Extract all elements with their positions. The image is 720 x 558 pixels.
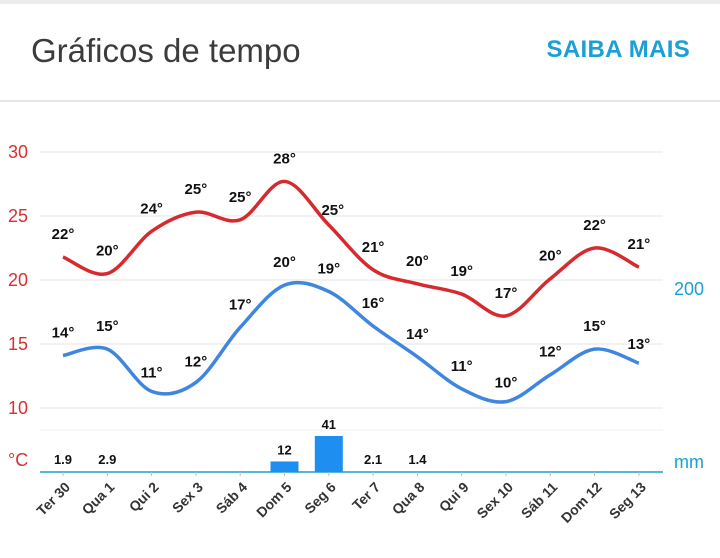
- max-temp-label: 21°: [362, 239, 385, 256]
- min-temp-label: 15°: [583, 318, 606, 335]
- y-tick-label: 10: [8, 398, 28, 418]
- y-tick-label: 20: [8, 270, 28, 290]
- x-tick-label: Sáb 11: [518, 479, 561, 522]
- max-temp-label: 28°: [273, 150, 296, 167]
- x-tick-label: Sex 10: [473, 479, 516, 522]
- max-temp-label: 20°: [539, 248, 562, 265]
- max-temp-label: 20°: [96, 243, 119, 260]
- y-tick-label: 15: [8, 334, 28, 354]
- x-tick-label: Seg 6: [301, 479, 339, 517]
- min-temp-label: 14°: [52, 325, 75, 342]
- max-temp-label: 21°: [628, 236, 651, 253]
- precip-label: 2.1: [364, 452, 382, 467]
- max-temp-label: 22°: [52, 226, 75, 243]
- y2-tick-label: 200: [674, 279, 704, 299]
- max-temp-label: 20°: [406, 253, 429, 270]
- learn-more-link[interactable]: SAIBA MAIS: [546, 36, 690, 63]
- x-tick-label: Qua 8: [389, 479, 428, 518]
- precip-label: 12: [277, 442, 291, 457]
- x-tick-label: Seg 13: [606, 479, 649, 522]
- min-temp-label: 20°: [273, 254, 296, 271]
- y-tick-label: 30: [8, 142, 28, 162]
- x-tick-label: Ter 7: [349, 479, 383, 513]
- max-temp-label: 25°: [185, 181, 208, 198]
- max-temp-label: 25°: [321, 202, 344, 219]
- max-temp-label: 24°: [140, 200, 163, 217]
- precip-label: 1.4: [408, 452, 427, 467]
- header: Gráficos de tempo SAIBA MAIS: [0, 4, 720, 100]
- x-tick-label: Dom 12: [558, 479, 605, 526]
- max-temp-label: 25°: [229, 189, 252, 206]
- min-temp-label: 16°: [362, 295, 385, 312]
- x-tick-label: Qui 9: [436, 479, 472, 515]
- x-tick-label: Sáb 4: [213, 479, 251, 517]
- x-tick-label: Dom 5: [253, 479, 295, 521]
- x-tick-label: Qui 2: [126, 479, 162, 515]
- min-temp-label: 19°: [317, 261, 340, 278]
- min-temp-label: 11°: [141, 364, 163, 381]
- y-axis-unit-label: °C: [8, 450, 28, 470]
- min-temp-label: 17°: [229, 296, 252, 313]
- max-temp-line: [62, 179, 640, 318]
- y-tick-label: 25: [8, 206, 28, 226]
- max-temp-label: 17°: [495, 285, 518, 302]
- max-temp-label: 19°: [450, 263, 473, 280]
- min-temp-label: 14°: [406, 326, 429, 343]
- min-temp-label: 15°: [96, 318, 119, 335]
- precip-label: 1.9: [54, 452, 72, 467]
- y2-axis-unit-label: mm: [674, 452, 704, 472]
- top-border: [0, 0, 720, 4]
- x-tick-label: Ter 30: [33, 479, 73, 519]
- precip-label: 41: [322, 417, 336, 432]
- min-temp-label: 13°: [628, 336, 651, 353]
- precip-label: 2.9: [98, 452, 116, 467]
- x-tick-label: Qua 1: [79, 479, 118, 518]
- precip-bar: [314, 436, 343, 472]
- min-temp-line: [62, 280, 640, 404]
- x-tick-label: Sex 3: [169, 479, 206, 516]
- page-title: Gráficos de tempo: [31, 32, 301, 69]
- precip-bar: [270, 461, 299, 472]
- max-temp-label: 22°: [583, 217, 606, 234]
- min-temp-label: 12°: [539, 344, 562, 361]
- min-temp-label: 12°: [185, 353, 208, 370]
- min-temp-label: 10°: [495, 375, 518, 392]
- min-temp-label: 11°: [451, 358, 473, 375]
- header-divider: [0, 100, 720, 102]
